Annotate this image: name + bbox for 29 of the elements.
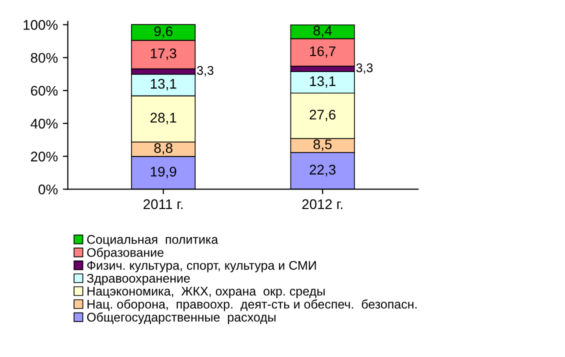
- data-label: 27,6: [310, 110, 336, 122]
- legend-label: Общегосударственные расходы: [87, 312, 276, 324]
- legend-label: Нац. оборона, правоохр. деят-сть и обеспеч. безопасн.: [88, 299, 417, 312]
- data-label: 16,7: [310, 46, 336, 58]
- data-label: 8,8: [154, 143, 172, 155]
- data-label: 17,3: [150, 48, 176, 60]
- legend-label: Социальная политика: [87, 235, 218, 246]
- data-label: 22,3: [310, 164, 336, 176]
- data-label: 3,3: [356, 63, 373, 74]
- x-tick-label: 2012 г.: [302, 199, 342, 210]
- y-tick-label: 100%: [24, 20, 58, 30]
- data-label: 8,4: [314, 26, 332, 38]
- data-label: 19,9: [150, 166, 176, 178]
- y-tick-label: 0%: [38, 184, 58, 194]
- x-tick-label: 2011 г.: [144, 199, 183, 210]
- legend-label: Физич. культура, спорт, культура и СМИ: [87, 260, 316, 272]
- y-tick-label: 60%: [30, 86, 58, 96]
- data-label: 9,6: [154, 26, 172, 38]
- data-label: 13,1: [310, 76, 336, 88]
- y-tick-label: 20%: [30, 152, 58, 162]
- legend-label: Здравоохранение: [86, 274, 190, 286]
- y-tick-label: 80%: [30, 52, 58, 63]
- data-label: 13,1: [150, 78, 176, 90]
- data-label: 8,5: [314, 139, 332, 151]
- y-tick-label: 40%: [30, 118, 58, 129]
- data-label: 3,3: [197, 66, 214, 76]
- legend-label: Образование: [87, 248, 164, 260]
- data-label: 28,1: [150, 112, 176, 124]
- legend-label: Нацэкономика, ЖКХ, охрана окр. среды: [88, 286, 325, 298]
